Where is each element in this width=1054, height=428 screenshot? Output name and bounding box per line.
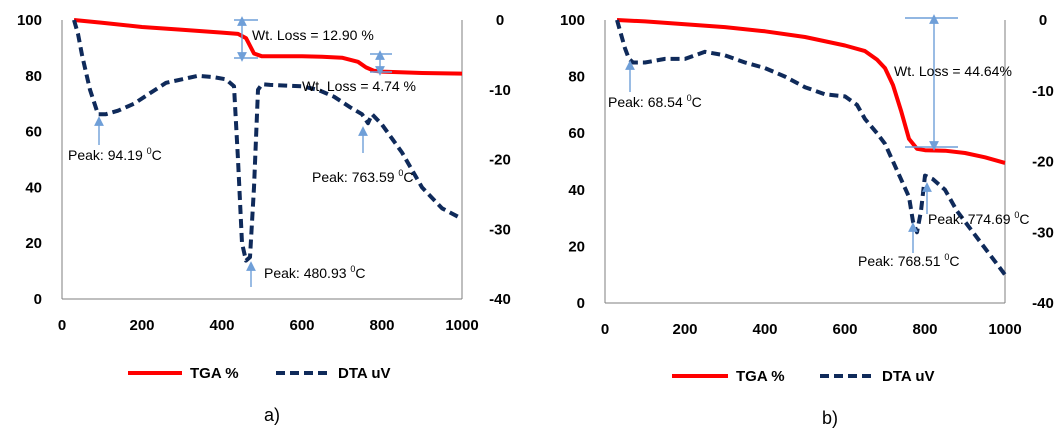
y-right-tick-label: -10: [489, 82, 511, 99]
y-left-tick-label: 100: [560, 12, 585, 29]
legend-label-tga-a: TGA %: [190, 365, 239, 382]
panel-b-legend: TGA % DTA uV: [672, 368, 935, 385]
legend-label-tga-b: TGA %: [736, 368, 785, 385]
annotation-peak-b3: Peak: 774.69 0C: [928, 210, 1030, 227]
y-left-tick-label: 60: [568, 125, 585, 142]
panel-a-axes: [61, 20, 463, 300]
y-right-tick-label: -40: [1032, 295, 1054, 312]
x-tick-label: 600: [832, 321, 857, 338]
panel-b-arrows: [625, 14, 958, 253]
y-left-tick-label: 60: [25, 124, 42, 141]
x-tick-label: 1000: [988, 321, 1021, 338]
y-right-tick-label: -20: [1032, 154, 1054, 171]
y-left-tick-label: 20: [25, 235, 42, 252]
panel-a-caption: a): [264, 405, 280, 425]
y-left-tick-label: 80: [568, 69, 585, 86]
x-tick-label: 0: [601, 321, 609, 338]
annotation-wt-loss-b1: Wt. Loss = 44.64%: [894, 63, 1012, 79]
dta-series-line: [615, 19, 1007, 276]
annotation-peak-a2: Peak: 480.93 0C: [264, 264, 366, 281]
y-right-tick-label: -30: [1032, 224, 1054, 241]
annotation-wt-loss-a1: Wt. Loss = 12.90 %: [252, 27, 374, 43]
x-tick-label: 1000: [445, 317, 478, 334]
panel-a-legend: TGA % DTA uV: [128, 365, 391, 382]
legend-label-dta-b: DTA uV: [882, 368, 935, 385]
y-left-tick-label: 0: [34, 291, 42, 308]
y-left-tick-label: 80: [25, 68, 42, 85]
panel-a-series: [72, 18, 463, 263]
annotation-peak-b2: Peak: 768.51 0C: [858, 252, 960, 269]
panel-a-arrows: [94, 16, 392, 287]
y-left-tick-label: 40: [25, 179, 42, 196]
y-right-tick-label: -30: [489, 221, 511, 238]
y-left-tick-label: 20: [568, 238, 585, 255]
x-tick-label: 800: [369, 317, 394, 334]
annotation-wt-loss-a2: Wt. Loss = 4.74 %: [302, 78, 416, 94]
x-tick-label: 800: [912, 321, 937, 338]
x-tick-label: 400: [752, 321, 777, 338]
x-tick-label: 200: [672, 321, 697, 338]
y-right-tick-label: 0: [1039, 12, 1047, 29]
y-left-tick-label: 0: [577, 295, 585, 312]
panel-b-series: [615, 18, 1007, 276]
dta-series-line: [72, 19, 463, 263]
y-left-tick-label: 100: [17, 12, 42, 29]
x-tick-label: 600: [289, 317, 314, 334]
legend-label-dta-a: DTA uV: [338, 365, 391, 382]
x-tick-label: 0: [58, 317, 66, 334]
y-right-tick-label: -40: [489, 291, 511, 308]
y-left-tick-label: 40: [568, 182, 585, 199]
y-right-tick-label: -10: [1032, 83, 1054, 100]
y-right-tick-label: 0: [496, 12, 504, 29]
x-tick-label: 400: [209, 317, 234, 334]
annotation-peak-b1: Peak: 68.54 0C: [608, 93, 702, 110]
annotation-peak-a3: Peak: 763.59 0C: [312, 168, 414, 185]
tga-series-line: [616, 18, 1006, 165]
y-right-tick-label: -20: [489, 152, 511, 169]
x-tick-label: 200: [129, 317, 154, 334]
annotation-peak-a1: Peak: 94.19 0C: [68, 146, 162, 163]
panel-b-caption: b): [822, 408, 838, 428]
